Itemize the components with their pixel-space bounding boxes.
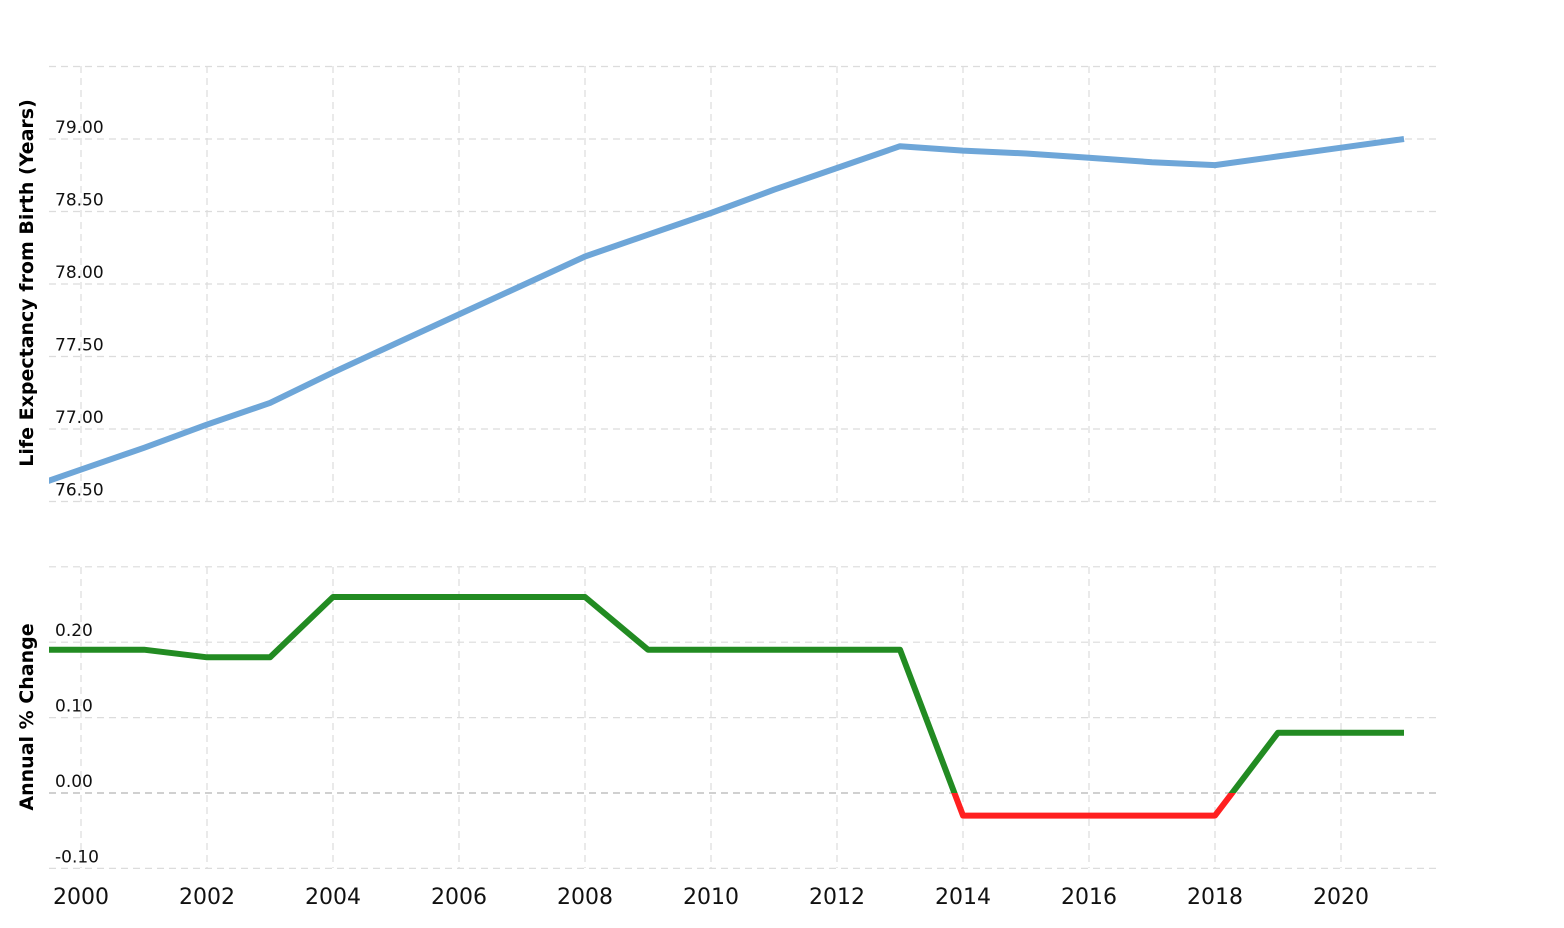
top-y-tick-label: 76.50 <box>55 481 104 501</box>
x-tick-label: 2008 <box>557 885 613 910</box>
bottom-y-tick-label: 0.00 <box>55 772 93 792</box>
bottom-y-tick-label: 0.20 <box>55 621 93 641</box>
top-y-tick-label: 77.00 <box>55 408 104 428</box>
top-y-tick-label: 78.00 <box>55 263 104 283</box>
top-panel-y-axis-title: Life Expectancy from Birth (Years) <box>16 99 38 467</box>
x-tick-label: 2002 <box>179 885 235 910</box>
x-tick-label: 2016 <box>1061 885 1117 910</box>
annual-change-series <box>49 594 1404 819</box>
bottom-y-tick-label: 0.10 <box>55 697 93 717</box>
x-tick-label: 2004 <box>305 885 361 910</box>
annual-change-line-negative <box>951 793 1236 819</box>
top-y-tick-label: 77.50 <box>55 336 104 356</box>
bottom-y-tick-label: -0.10 <box>55 847 99 867</box>
label-layer: 79.00 78.50 78.00 77.50 77.00 76.50 0.20 0.10 0.… <box>53 118 1369 910</box>
x-tick-label: 2012 <box>809 885 865 910</box>
x-tick-label: 2020 <box>1313 885 1369 910</box>
top-y-tick-label: 79.00 <box>55 118 104 138</box>
grid-layer <box>49 65 1436 870</box>
x-tick-label: 2010 <box>683 885 739 910</box>
x-tick-label: 2018 <box>1187 885 1243 910</box>
x-tick-label: 2014 <box>935 885 991 910</box>
bottom-panel-y-axis-title: Annual % Change <box>16 623 38 810</box>
life-expectancy-line <box>49 136 1405 484</box>
series-layer <box>49 136 1405 819</box>
x-tick-label: 2000 <box>53 885 109 910</box>
top-y-tick-label: 78.50 <box>55 191 104 211</box>
annual-change-line-positive <box>49 594 1404 793</box>
x-tick-label: 2006 <box>431 885 487 910</box>
